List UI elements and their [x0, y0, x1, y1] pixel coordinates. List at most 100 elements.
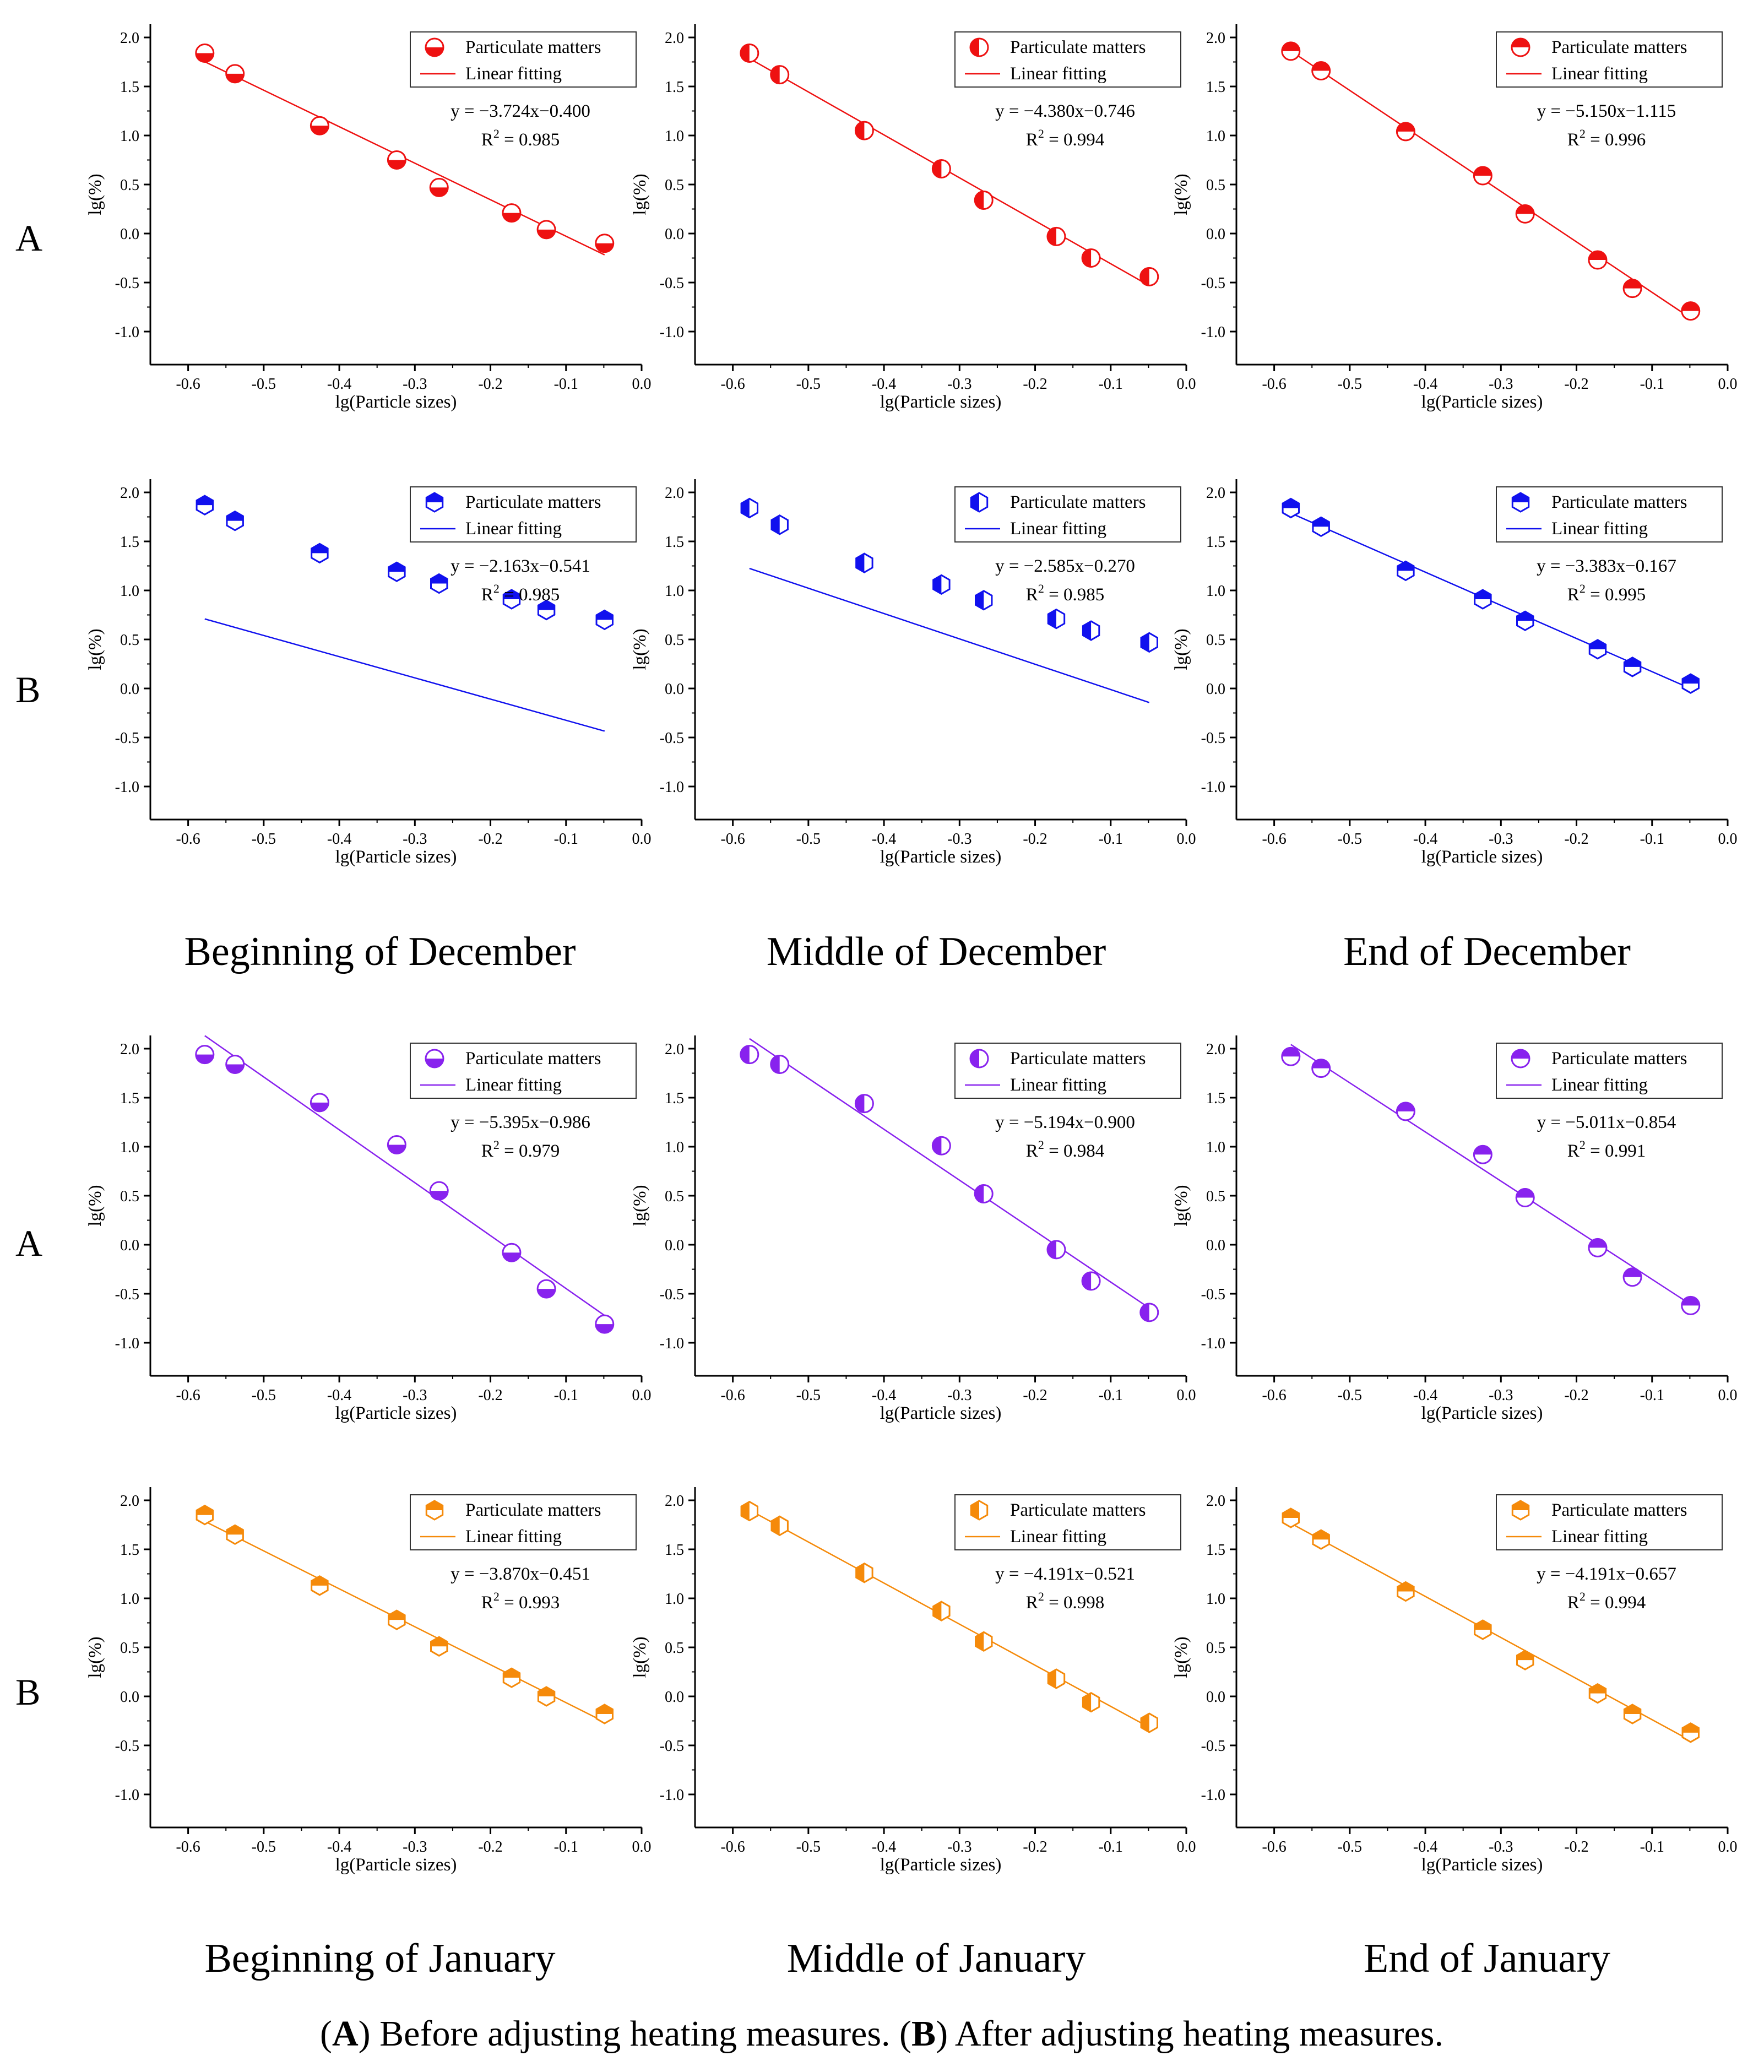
y-tick-label: 2.0 — [665, 485, 684, 502]
y-axis-label: lg(%) — [630, 1636, 650, 1678]
y-tick-label: -1.0 — [115, 1787, 139, 1804]
data-point — [974, 590, 993, 611]
r2-value: 0.998 — [1063, 1593, 1104, 1613]
fit-equation: y = −4.191x−0.657 — [1537, 1564, 1676, 1584]
x-tick-label: 0.0 — [1177, 376, 1196, 393]
data-point-fill — [502, 1252, 520, 1262]
y-tick-label: -1.0 — [115, 779, 139, 796]
r2-value: 0.985 — [1063, 585, 1104, 605]
data-point-fill — [311, 1102, 329, 1111]
data-point-fill — [1682, 674, 1699, 684]
data-point-fill — [1283, 1509, 1299, 1518]
fit-equation: y = −4.191x−0.521 — [995, 1564, 1135, 1584]
data-point — [388, 561, 406, 582]
y-tick-label: 0.5 — [1206, 177, 1225, 194]
x-tick-label: -0.2 — [1023, 376, 1047, 393]
y-tick-label: 1.0 — [120, 1139, 139, 1156]
data-point — [855, 1562, 873, 1583]
x-axis-label: lg(Particle sizes) — [1421, 1855, 1543, 1875]
r2-equals: = — [1586, 130, 1605, 150]
legend-label-markers: Particulate matters — [465, 1500, 601, 1520]
x-tick-label: 0.0 — [1718, 831, 1738, 848]
data-point-fill — [1282, 1048, 1300, 1057]
legend-label-fit: Linear fitting — [1010, 519, 1106, 539]
x-tick-label: -0.6 — [1262, 1387, 1286, 1404]
data-point — [1681, 1722, 1700, 1743]
legend-marker-icon — [1511, 492, 1530, 513]
data-point-fill — [975, 1632, 984, 1651]
data-point — [1588, 639, 1607, 660]
y-tick-label: -1.0 — [660, 1787, 684, 1804]
data-point — [770, 1054, 790, 1074]
fit-line — [1290, 1044, 1691, 1305]
data-point — [1046, 226, 1066, 246]
data-point — [1311, 1059, 1331, 1078]
y-tick-label: -0.5 — [660, 730, 684, 747]
legend-marker-icon — [969, 1049, 989, 1068]
x-tick-label: -0.3 — [403, 1838, 427, 1856]
y-tick-label: 2.0 — [120, 30, 139, 47]
data-point — [1473, 1145, 1492, 1164]
legend-label-fit: Linear fitting — [465, 64, 562, 84]
data-point — [595, 1314, 615, 1334]
x-tick-label: 0.0 — [1177, 1387, 1196, 1404]
data-point — [226, 1524, 244, 1545]
y-tick-label: 0.5 — [665, 1188, 684, 1205]
y-tick-label: 1.0 — [1206, 1591, 1225, 1608]
column-title-december: Beginning of December — [184, 929, 576, 974]
legend-marker-icon-fill — [426, 1059, 443, 1067]
r2-value: 0.985 — [519, 130, 560, 150]
data-point-fill — [1474, 1620, 1491, 1630]
data-point — [854, 121, 874, 140]
x-tick-label: -0.4 — [872, 1838, 896, 1856]
data-point — [310, 116, 329, 135]
data-point-fill — [1681, 302, 1700, 311]
x-tick-label: -0.2 — [1564, 831, 1588, 848]
x-tick-label: -0.6 — [176, 1387, 200, 1404]
r2-superscript: 2 — [1038, 127, 1044, 140]
r2-equals: = — [1044, 130, 1063, 150]
legend-label-markers: Particulate matters — [465, 37, 601, 57]
r2-prefix: R — [481, 585, 493, 605]
y-tick-label: -1.0 — [660, 1335, 684, 1352]
data-point-fill — [1082, 1272, 1092, 1290]
row-label: B — [15, 1671, 40, 1713]
chart-panel-dec-b-begin: 2.0 1.5 1.0 0.5 0.0 -0.5 -1.0 -0.6 -0.5 -0.4 -0.3 -… — [85, 479, 652, 867]
y-tick-label: 0.0 — [1206, 1689, 1225, 1706]
x-tick-label: 0.0 — [632, 1387, 652, 1404]
data-point-fill — [856, 1563, 865, 1582]
data-point-fill — [1589, 639, 1606, 649]
y-tick-label: 2.0 — [1206, 1493, 1225, 1510]
x-tick-label: -0.2 — [478, 376, 502, 393]
legend-label-fit: Linear fitting — [465, 1075, 562, 1095]
x-tick-label: -0.3 — [403, 1387, 427, 1404]
data-point-fill — [502, 213, 520, 222]
y-tick-label: 0.5 — [1206, 632, 1225, 649]
data-point — [1397, 1581, 1415, 1602]
data-point — [931, 1136, 951, 1156]
data-point — [1139, 267, 1159, 286]
y-axis-label: lg(%) — [630, 173, 650, 215]
y-tick-label: -0.5 — [115, 1286, 139, 1303]
data-point — [1623, 1704, 1642, 1724]
data-point — [1047, 1668, 1066, 1689]
data-point-fill — [388, 1145, 406, 1154]
data-point-fill — [1083, 1693, 1092, 1712]
data-point — [1082, 1691, 1100, 1713]
x-tick-label: -0.4 — [1413, 1838, 1437, 1856]
r2-prefix: R — [481, 1593, 493, 1613]
data-point-fill — [975, 1185, 984, 1203]
r2-value: 0.994 — [1605, 1593, 1646, 1613]
x-tick-label: -0.2 — [1023, 1838, 1047, 1856]
fit-equation: y = −3.870x−0.451 — [451, 1564, 590, 1584]
data-point — [1311, 61, 1331, 81]
data-point-fill — [856, 554, 865, 573]
fit-line — [204, 618, 605, 732]
data-point — [595, 234, 615, 253]
x-tick-label: -0.1 — [1640, 831, 1664, 848]
legend-marker-icon — [1511, 37, 1530, 57]
data-point — [310, 1093, 329, 1113]
x-tick-label: -0.5 — [252, 376, 276, 393]
y-tick-label: 2.0 — [665, 1041, 684, 1058]
data-point — [430, 1636, 448, 1657]
